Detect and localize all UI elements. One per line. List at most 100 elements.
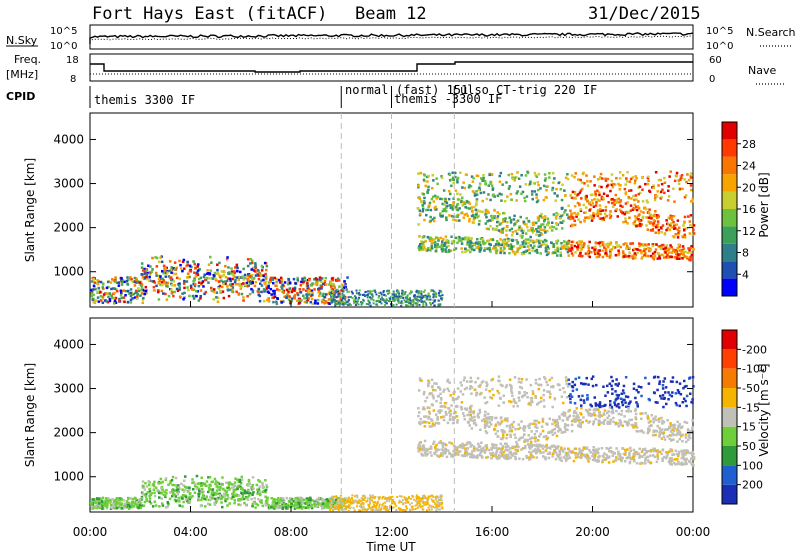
data-cell [530,445,533,449]
data-cell [524,232,528,235]
data-cell [155,265,159,268]
data-cell [188,488,191,491]
data-cell [371,295,374,298]
data-cell [628,254,631,258]
data-cell [210,261,213,264]
data-cell [606,242,610,246]
data-cell [638,222,642,226]
data-cell [669,424,673,427]
data-cell [176,490,179,494]
data-cell [301,278,304,281]
data-cell [420,294,423,297]
data-cell [446,239,450,243]
data-cell [418,499,421,502]
data-cell [157,490,161,493]
data-cell [275,280,278,284]
data-cell [193,277,196,280]
data-cell [325,498,329,501]
data-cell [339,498,342,501]
data-cell [653,455,657,459]
data-cell [251,261,254,265]
data-cell [251,493,254,496]
data-cell [423,196,426,200]
data-cell [380,302,383,305]
data-cell [675,174,679,178]
data-cell [493,195,496,198]
data-cell [649,229,653,232]
data-cell [618,177,622,180]
data-cell [509,435,512,439]
data-cell [470,241,473,244]
data-cell [152,280,156,283]
data-cell [323,280,327,283]
data-cell [364,508,367,511]
data-cell [666,256,670,259]
data-cell [566,240,569,244]
data-cell [136,502,140,505]
data-cell [336,502,339,505]
data-cell [541,417,545,421]
data-cell [485,422,489,425]
data-cell [426,500,429,503]
data-cell [327,499,330,503]
data-cell [690,430,693,433]
data-cell [598,403,602,406]
data-cell [637,391,640,394]
data-cell [427,506,430,509]
data-cell [175,484,178,487]
data-cell [441,442,444,445]
data-cell [598,185,601,188]
data-cell [626,456,630,460]
data-cell [430,247,434,250]
data-cell [314,299,317,303]
data-cell [626,245,629,248]
data-cell [667,398,670,401]
data-cell [193,485,197,488]
data-cell [482,174,485,177]
data-cell [290,297,294,300]
data-cell [585,419,588,422]
data-cell [586,180,589,183]
data-cell [538,435,541,438]
data-cell [563,194,567,197]
data-cell [688,460,691,463]
data-cell [509,192,513,196]
data-cell [105,286,109,290]
data-cell [485,197,489,201]
data-cell [490,173,494,176]
data-cell [544,215,547,218]
data-cell [675,403,679,407]
data-cell [384,497,387,500]
data-cell [450,453,453,456]
data-cell [461,237,464,240]
data-cell [518,225,522,228]
data-cell [364,294,367,297]
data-cell [408,496,410,499]
data-cell [469,250,472,254]
data-cell [267,291,271,294]
data-cell [362,502,365,505]
data-cell [476,456,479,459]
data-cell [105,502,108,505]
data-cell [430,494,433,497]
data-cell [203,292,206,296]
data-cell [601,255,605,259]
data-cell [496,211,499,214]
data-cell [285,296,288,299]
data-cell [280,287,284,290]
data-cell [535,193,538,196]
data-cell [689,436,692,440]
data-cell [452,218,455,221]
data-cell [594,451,598,455]
data-cell [162,264,166,268]
data-cell [654,196,657,200]
data-cell [339,301,342,304]
data-cell [323,295,326,299]
data-cell [267,281,271,284]
data-cell [653,254,657,257]
data-cell [427,188,430,192]
data-cell [133,296,137,299]
data-cell [662,247,665,251]
data-cell [536,181,540,184]
data-cell [379,299,382,302]
